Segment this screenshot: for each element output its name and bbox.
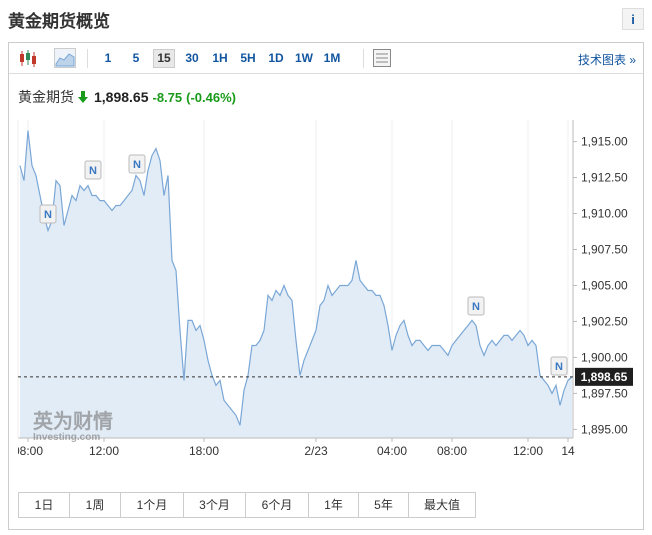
y-tick-label: 1,907.50	[581, 243, 628, 257]
news-marker-label: N	[472, 301, 480, 313]
news-marker	[39, 204, 57, 224]
period-button[interactable]: 6个月	[246, 493, 309, 517]
separator	[87, 49, 88, 68]
interval-button[interactable]: 1W	[295, 51, 313, 65]
news-marker	[128, 154, 146, 174]
x-tick-label: 14	[561, 444, 575, 458]
period-selector: 1日 1周 1个月 3个月 6个月 1年 5年 最大值	[18, 492, 476, 518]
period-button[interactable]: 最大值	[423, 498, 460, 512]
area-chart-icon[interactable]	[54, 48, 76, 68]
interval-button[interactable]: 1M	[323, 51, 341, 65]
widget-frame	[8, 42, 644, 530]
y-tick-label: 1,910.00	[581, 207, 628, 221]
toolbar: 1 5 15 30 1H 5H 1D 1W 1M	[9, 43, 643, 74]
x-tick-label: 08:00	[437, 444, 467, 458]
interval-button[interactable]: 30	[185, 51, 199, 65]
interval-button[interactable]: 1H	[212, 51, 228, 65]
period-button[interactable]: 1年	[309, 493, 359, 517]
price: 1,898.65	[94, 89, 149, 105]
settings-icon[interactable]	[372, 48, 392, 68]
interval-button[interactable]: 5	[132, 51, 140, 65]
price-line	[19, 130, 573, 426]
news-marker-label: N	[133, 159, 141, 171]
area-fill	[20, 130, 572, 438]
y-tick-label: 1,897.50	[581, 386, 628, 400]
candlestick-icon[interactable]	[18, 49, 38, 68]
technical-chart-link[interactable]: 技术图表 »	[577, 53, 636, 67]
period-button[interactable]: 5年	[359, 493, 409, 517]
y-tick-label: 1,905.00	[581, 278, 628, 292]
last-price-label: 1,898.65	[581, 370, 628, 384]
period-button[interactable]: 1周	[70, 493, 121, 517]
info-button[interactable]: i	[622, 8, 644, 30]
news-marker-label: N	[89, 165, 97, 177]
interval-button[interactable]: 5H	[240, 51, 256, 65]
watermark: Investing.com	[33, 432, 100, 443]
down-arrow	[78, 91, 88, 103]
x-tick-label: 08:00	[13, 444, 43, 458]
interval-button[interactable]: 15	[153, 49, 175, 68]
x-tick-label: 18:00	[189, 444, 219, 458]
y-tick-label: 1,915.00	[581, 135, 628, 149]
period-button[interactable]: 3个月	[184, 493, 246, 517]
change: -8.75	[152, 89, 183, 105]
news-marker	[84, 160, 102, 180]
news-marker	[467, 296, 485, 316]
instrument-name: 黄金期货	[18, 89, 74, 105]
news-marker-label: N	[555, 361, 563, 373]
period-button[interactable]: 1个月	[121, 493, 184, 517]
y-tick-label: 1,900.00	[581, 350, 628, 364]
y-tick-label: 1,902.50	[581, 314, 628, 328]
interval-button[interactable]: 1D	[268, 51, 284, 65]
y-tick-label: 1,895.00	[581, 422, 628, 436]
watermark: 英为财情	[33, 409, 113, 433]
interval-button[interactable]: 1	[104, 51, 112, 65]
change-pct: (-0.46%)	[186, 89, 236, 105]
news-marker	[550, 356, 568, 376]
x-tick-label: 2/23	[304, 444, 328, 458]
y-tick-label: 1,912.50	[581, 171, 628, 185]
title: 黄金期货概览	[8, 12, 110, 31]
news-marker-label: N	[44, 209, 52, 221]
quote: 黄金期货 1,898.65 -8.75 (-0.46%)	[18, 87, 236, 107]
last-price-box	[575, 367, 633, 386]
period-button[interactable]: 1日	[19, 493, 70, 517]
x-tick-label: 12:00	[513, 444, 543, 458]
x-tick-label: 12:00	[89, 444, 119, 458]
separator	[363, 49, 364, 68]
x-labels: 08:00 12:00 18:00 2/23 04:00 08:00 12:00 14	[13, 438, 575, 458]
x-tick-label: 04:00	[377, 444, 407, 458]
